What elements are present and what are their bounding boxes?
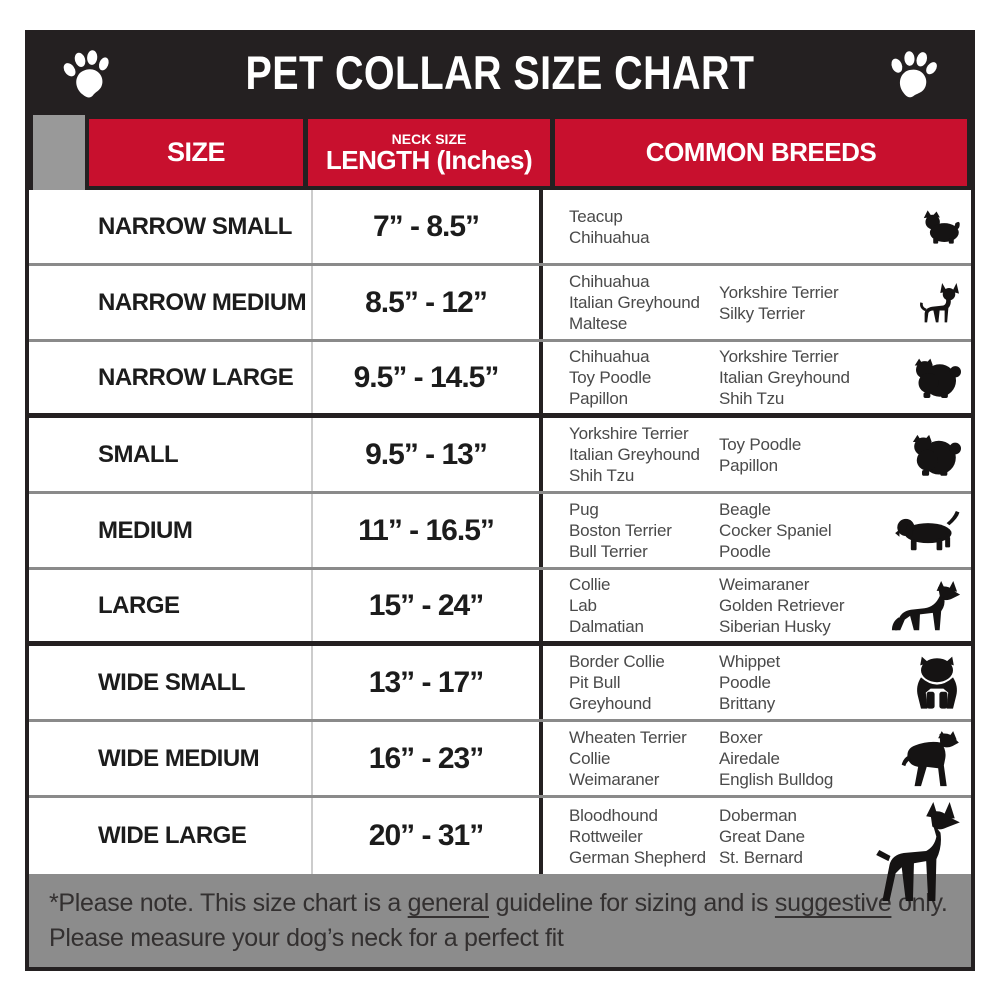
breed-list: Yorkshire Terrier Italian Greyhound Shih… [569,424,700,485]
table-row: NARROW MEDIUM 8.5” - 12” Chihuahua Itali… [29,266,971,342]
breed-list: Pug Boston Terrier Bull Terrier [569,500,672,561]
breed-list: Weimaraner Golden Retriever Siberian Hus… [719,575,845,636]
neck-range-cell: 15” - 24” [313,570,543,641]
breed-list: Teacup Chihuahua [569,206,650,247]
size-cell: NARROW LARGE [85,342,313,413]
column-header-size: SIZE [89,119,303,186]
breed-list: Bloodhound Rottweiler German Shepherd [569,805,706,867]
footer-note: *Please note. This size chart is a gener… [29,874,971,967]
size-cell: SMALL [85,418,313,491]
size-cell: NARROW SMALL [85,190,313,263]
breed-list: Chihuahua Italian Greyhound Maltese [569,272,700,333]
footer-note-line1: *Please note. This size chart is a gener… [49,889,948,917]
size-cell: WIDE MEDIUM [85,722,313,795]
breeds-cell: Wheaten Terrier Collie Weimaraner Boxer … [543,722,971,795]
column-header-common-breeds: COMMON BREEDS [555,119,967,186]
breeds-cell: Bloodhound Rottweiler German Shepherd Do… [543,798,971,901]
table-row: MEDIUM 11” - 16.5” Pug Boston Terrier Bu… [29,494,971,570]
pitbull-icon [901,730,961,787]
breed-list: Beagle Cocker Spaniel Poodle [719,500,832,561]
table-row: NARROW LARGE 9.5” - 14.5” Chihuahua Toy … [29,342,971,418]
table-row: SMALL 9.5” - 13” Yorkshire Terrier Itali… [29,418,971,494]
bulldog-icon [913,656,961,709]
page-title: PET COLLAR SIZE CHART [245,46,755,99]
neck-range-cell: 8.5” - 12” [313,266,543,339]
breeds-cell: Pug Boston Terrier Bull Terrier Beagle C… [543,494,971,567]
breed-list: Boxer Airedale English Bulldog [719,728,834,789]
fluffy-dog-icon [911,357,961,399]
beagle-icon [895,510,961,551]
neck-range-cell: 7” - 8.5” [313,190,543,263]
breed-list: Border Collie Pit Bull Greyhound [569,652,665,713]
size-cell: LARGE [85,570,313,641]
neck-range-cell: 9.5” - 14.5” [313,342,543,413]
breed-list: Wheaten Terrier Collie Weimaraner [569,728,687,789]
breeds-cell: Chihuahua Toy Poodle Papillon Yorkshire … [543,342,971,413]
table-body: 0.5” WIDE 1.0” WIDE 1.5” WIDE NARROW SMA… [29,190,971,901]
size-cell: MEDIUM [85,494,313,567]
underlined-word: suggestive [774,889,892,917]
footer-note-line2: Please measure your dog’s neck for a per… [49,924,564,952]
neck-range-cell: 20” - 31” [313,798,543,874]
fluffy-dog-icon [909,433,961,477]
table-row: WIDE LARGE 20” - 31” Bloodhound Rottweil… [29,798,971,901]
size-cell: NARROW MEDIUM [85,266,313,339]
neck-range-cell: 13” - 17” [313,646,543,719]
breeds-cell: Chihuahua Italian Greyhound Maltese York… [543,266,971,339]
neck-size-label: NECK SIZE [391,130,467,147]
breed-list: Chihuahua Toy Poodle Papillon [569,347,652,408]
breeds-cell: Teacup Chihuahua [543,190,971,263]
yorkie-icon [921,209,961,244]
underlined-word: general [407,889,490,917]
shepherd-icon [891,580,961,631]
column-header-neck-size: NECK SIZE LENGTH (Inches) [308,119,550,186]
table-header-row: SIZE NECK SIZE LENGTH (Inches) COMMON BR… [29,115,971,190]
breeds-cell: Yorkshire Terrier Italian Greyhound Shih… [543,418,971,491]
neck-range-cell: 16” - 23” [313,722,543,795]
breed-list: Yorkshire Terrier Silky Terrier [719,282,839,323]
breed-list: Doberman Great Dane St. Bernard [719,805,805,867]
table-row: LARGE 15” - 24” Collie Lab Dalmatian Wei… [29,570,971,646]
size-cell: WIDE SMALL [85,646,313,719]
chihuahua-icon [917,282,961,323]
size-table: SIZE NECK SIZE LENGTH (Inches) COMMON BR… [25,115,975,971]
table-row: NARROW SMALL 7” - 8.5” Teacup Chihuahua [29,190,971,266]
breed-list: Collie Lab Dalmatian [569,575,644,636]
length-inches-label: LENGTH (Inches) [325,144,533,175]
neck-range-cell: 9.5” - 13” [313,418,543,491]
breeds-cell: Collie Lab Dalmatian Weimaraner Golden R… [543,570,971,641]
breed-list: Yorkshire Terrier Italian Greyhound Shih… [719,347,850,408]
breed-list: Whippet Poodle Brittany [719,652,780,713]
breed-list: Toy Poodle Papillon [719,434,802,475]
doberman-icon [873,802,961,904]
breeds-cell: Border Collie Pit Bull Greyhound Whippet… [543,646,971,719]
paw-icon [55,41,118,104]
corner-cell [33,115,85,190]
table-row: WIDE MEDIUM 16” - 23” Wheaten Terrier Co… [29,722,971,798]
table-row: WIDE SMALL 13” - 17” Border Collie Pit B… [29,646,971,722]
size-cell: WIDE LARGE [85,798,313,874]
paw-icon [882,42,944,104]
neck-range-cell: 11” - 16.5” [313,494,543,567]
size-chart-poster: PET COLLAR SIZE CHART SIZE NECK SIZE LEN… [25,30,975,971]
header-bar: PET COLLAR SIZE CHART [25,30,975,115]
